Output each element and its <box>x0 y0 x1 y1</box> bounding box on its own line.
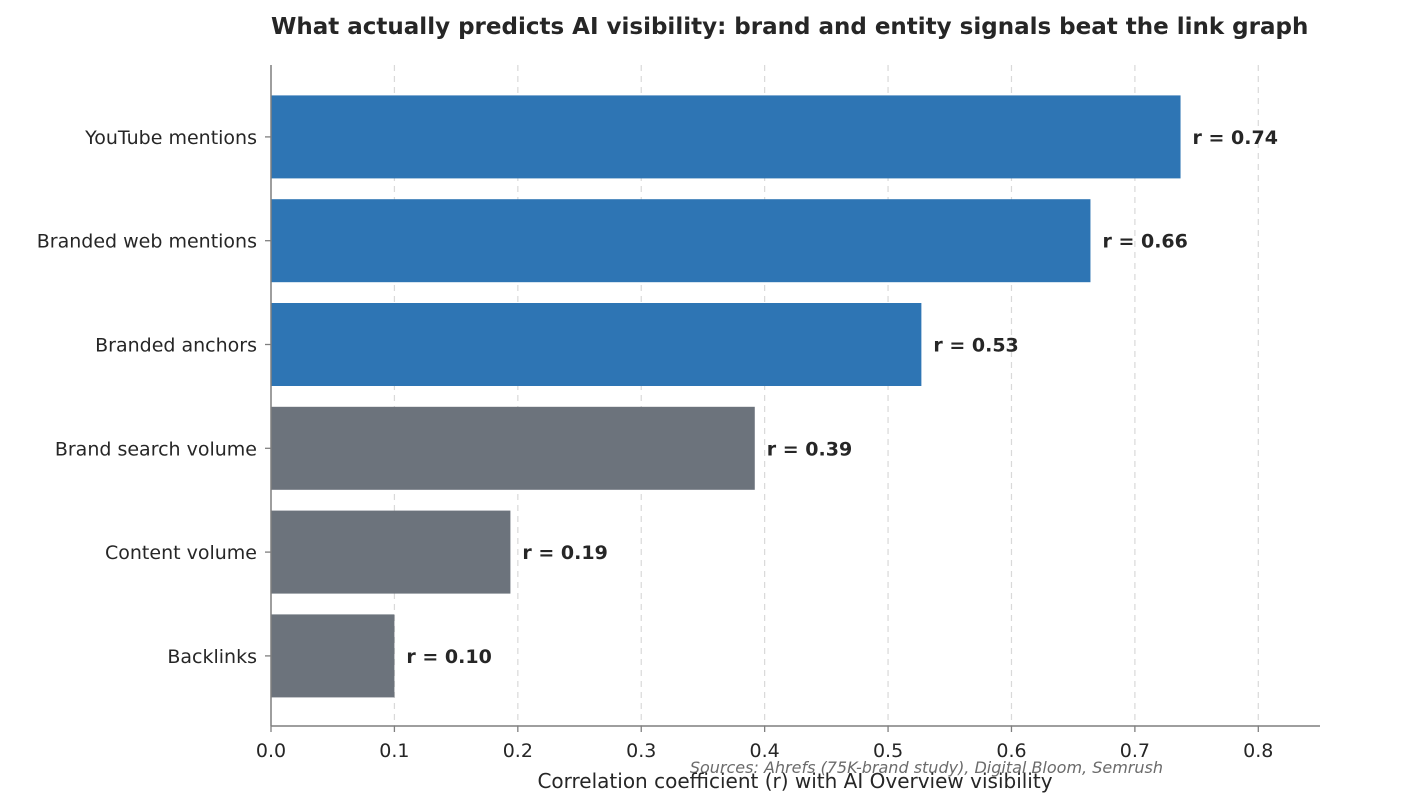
y-tick-label: Backlinks <box>167 646 257 668</box>
x-tick-label: 0.3 <box>626 740 656 762</box>
bar <box>271 199 1091 283</box>
bar <box>271 95 1181 179</box>
data-label: r = 0.19 <box>522 542 607 564</box>
y-tick-label: Brand search volume <box>55 438 257 460</box>
y-ticks: YouTube mentions Branded web mentions Bran… <box>37 127 271 668</box>
x-tick-label: 0.5 <box>873 740 903 762</box>
x-tick-label: 0.8 <box>1243 740 1273 762</box>
x-tick-label: 0.6 <box>996 740 1026 762</box>
y-tick-label: Branded web mentions <box>37 231 257 253</box>
y-tick-label: YouTube mentions <box>84 127 257 149</box>
bar <box>271 510 511 594</box>
source-note: Sources: Ahrefs (75K-brand study), Digit… <box>690 758 1163 777</box>
chart-title: What actually predicts AI visibility: br… <box>271 14 1308 40</box>
bar <box>271 614 395 698</box>
x-axis-label: Correlation coefficient (r) with AI Over… <box>537 769 1052 793</box>
axes <box>270 65 1320 727</box>
bar <box>271 406 755 490</box>
data-labels: r = 0.74 r = 0.66 r = 0.53 r = 0.39 r = 0.19… <box>406 127 1278 668</box>
x-tick-label: 0.0 <box>256 740 286 762</box>
data-label: r = 0.66 <box>1102 231 1187 253</box>
x-tick-label: 0.4 <box>750 740 780 762</box>
y-tick-label: Content volume <box>105 542 257 564</box>
x-ticks: 0.0 0.1 0.2 0.3 0.4 0.5 0.6 0.7 0.8 <box>256 726 1273 762</box>
bar <box>271 303 922 386</box>
x-tick-label: 0.1 <box>379 740 409 762</box>
data-label: r = 0.39 <box>767 438 852 460</box>
bars <box>271 95 1181 698</box>
x-tick-label: 0.2 <box>503 740 533 762</box>
x-tick-label: 0.7 <box>1120 740 1150 762</box>
data-label: r = 0.74 <box>1193 127 1278 149</box>
data-label: r = 0.10 <box>406 646 491 668</box>
y-tick-label: Branded anchors <box>95 335 257 357</box>
data-label: r = 0.53 <box>933 335 1018 357</box>
